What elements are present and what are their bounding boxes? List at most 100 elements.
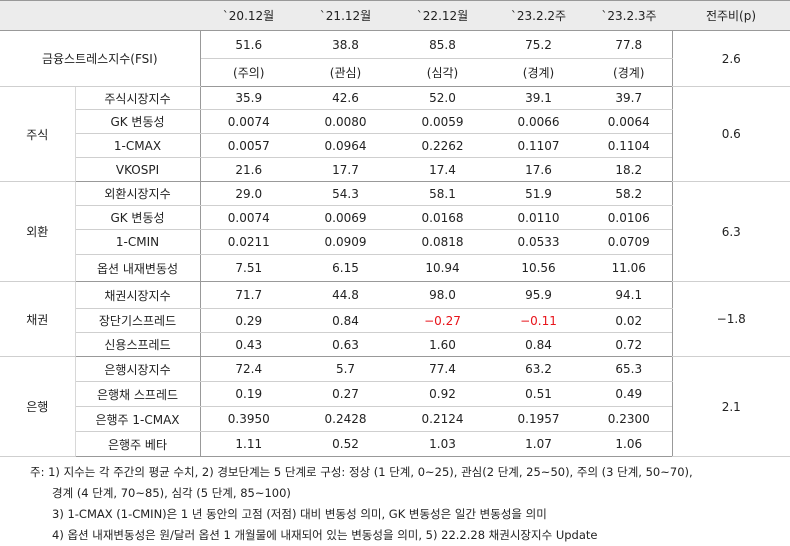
cell: 0.0533 [491,229,586,255]
cell: 7.51 [200,254,297,282]
cell: 5.7 [297,356,394,382]
data-row: VKOSPI 21.6 17.7 17.4 17.6 18.2 [0,157,790,182]
cell: 0.49 [586,381,672,407]
cell: 0.63 [297,332,394,357]
note-line: 3) 1-CMAX (1-CMIN)은 1 년 동안의 고점 (저점) 대비 변… [52,507,547,521]
data-row: 외환 외환시장지수 29.0 54.3 58.1 51.9 58.2 6.3 [0,181,790,282]
row-label: 채권시장지수 [75,281,201,309]
data-row: GK 변동성 0.0074 0.0080 0.0059 0.0066 0.0064 [0,109,790,134]
fsi-level-row: (주의) (관심) (심각) (경계) (경계) [0,58,790,87]
cell: 0.84 [491,332,586,357]
row-label: 1-CMIN [75,229,201,255]
cell: 0.0709 [586,229,672,255]
group-label: 외환 [0,181,76,282]
cell: 0.0211 [200,229,297,255]
cell: 0.2124 [394,406,491,432]
cell: 71.7 [200,281,297,309]
cell: 38.8 [297,30,394,59]
cell: 0.0106 [586,205,672,230]
row-label: 외환시장지수 [75,181,201,206]
fsi-row: 금융스트레스지수(FSI) 51.6 38.8 85.8 75.2 77.8 2.6 [0,30,790,87]
cell: (주의) [200,58,297,87]
cell: 65.3 [586,356,672,382]
cell: 75.2 [491,30,586,59]
cell: 0.0080 [297,109,394,134]
data-row: 채권 채권시장지수 71.7 44.8 98.0 95.9 94.1 −1.8 [0,281,790,357]
cell: 0.0066 [491,109,586,134]
cell: 54.3 [297,181,394,206]
cell: 29.0 [200,181,297,206]
cell: 1.11 [200,431,297,457]
group-label: 은행 [0,356,76,457]
cell: 17.6 [491,157,586,182]
row-label: 은행주 1-CMAX [75,406,201,432]
note-line: 주: 1) 지수는 각 주간의 평균 수치, 2) 경보단계는 5 단계로 구성… [30,465,693,479]
cell: 35.9 [200,86,297,110]
cell: 6.15 [297,254,394,282]
cell: 94.1 [586,281,672,309]
cell: 77.4 [394,356,491,382]
cell: 17.7 [297,157,394,182]
cell: 72.4 [200,356,297,382]
cell: −0.11 [491,308,586,333]
data-row: 주식 주식시장지수 35.9 42.6 52.0 39.1 39.7 0.6 [0,86,790,182]
cell: 39.7 [586,86,672,110]
cell: 10.56 [491,254,586,282]
cell: 63.2 [491,356,586,382]
cell: 85.8 [394,30,491,59]
cell: 51.9 [491,181,586,206]
header-cell: `23.2.3주 [586,0,672,31]
cell: 0.0069 [297,205,394,230]
cell: (심각) [394,58,491,87]
change-cell: 2.1 [671,356,790,457]
fsi-table: `20.12월 `21.12월 `22.12월 `23.2.2주 `23.2.3주 전주비… [0,0,790,457]
notes: 주: 1) 지수는 각 주간의 평균 수치, 2) 경보단계는 5 단계로 구성… [30,462,693,546]
cell: 0.1957 [491,406,586,432]
cell: 0.0059 [394,109,491,134]
cell: 0.1107 [491,133,586,158]
cell: 0.0074 [200,205,297,230]
row-label: 은행채 스프레드 [75,381,201,407]
data-row: 신용스프레드 0.43 0.63 1.60 0.84 0.72 [0,332,790,357]
cell: −0.27 [394,308,491,333]
cell: 1.60 [394,332,491,357]
cell: 52.0 [394,86,491,110]
data-row: 1-CMIN 0.0211 0.0909 0.0818 0.0533 0.0709 [0,229,790,255]
cell: 21.6 [200,157,297,182]
cell: 0.27 [297,381,394,407]
cell: 58.2 [586,181,672,206]
row-label: GK 변동성 [75,205,201,230]
cell: 0.29 [200,308,297,333]
cell: 0.1104 [586,133,672,158]
cell: 51.6 [200,30,297,59]
data-row: GK 변동성 0.0074 0.0069 0.0168 0.0110 0.0106 [0,205,790,230]
row-label: 장단기스프레드 [75,308,201,333]
data-row: 은행채 스프레드 0.19 0.27 0.92 0.51 0.49 [0,381,790,407]
data-row: 은행 은행시장지수 72.4 5.7 77.4 63.2 65.3 2.1 [0,356,790,457]
cell: 0.0064 [586,109,672,134]
row-label: GK 변동성 [75,109,201,134]
cell: 18.2 [586,157,672,182]
cell: 42.6 [297,86,394,110]
header-cell: `20.12월 [200,0,297,31]
cell: 44.8 [297,281,394,309]
data-row: 은행주 베타 1.11 0.52 1.03 1.07 1.06 [0,431,790,457]
cell: 1.06 [586,431,672,457]
header-row: `20.12월 `21.12월 `22.12월 `23.2.2주 `23.2.3주 전주비… [0,0,790,31]
note-line: 4) 옵션 내재변동성은 원/달러 옵션 1 개월물에 내재되어 있는 변동성을… [52,528,598,542]
change-cell: −1.8 [671,281,790,357]
change-cell: 6.3 [671,181,790,282]
cell: 1.03 [394,431,491,457]
header-cell [0,0,200,31]
cell: 0.0110 [491,205,586,230]
row-label: 주식시장지수 [75,86,201,110]
cell: (경계) [586,58,672,87]
group-label: 채권 [0,281,76,357]
cell: 0.84 [297,308,394,333]
cell: 95.9 [491,281,586,309]
row-label: 1-CMAX [75,133,201,158]
cell: 0.72 [586,332,672,357]
row-label: VKOSPI [75,157,201,182]
row-label: 옵션 내재변동성 [75,254,201,282]
cell: 0.02 [586,308,672,333]
